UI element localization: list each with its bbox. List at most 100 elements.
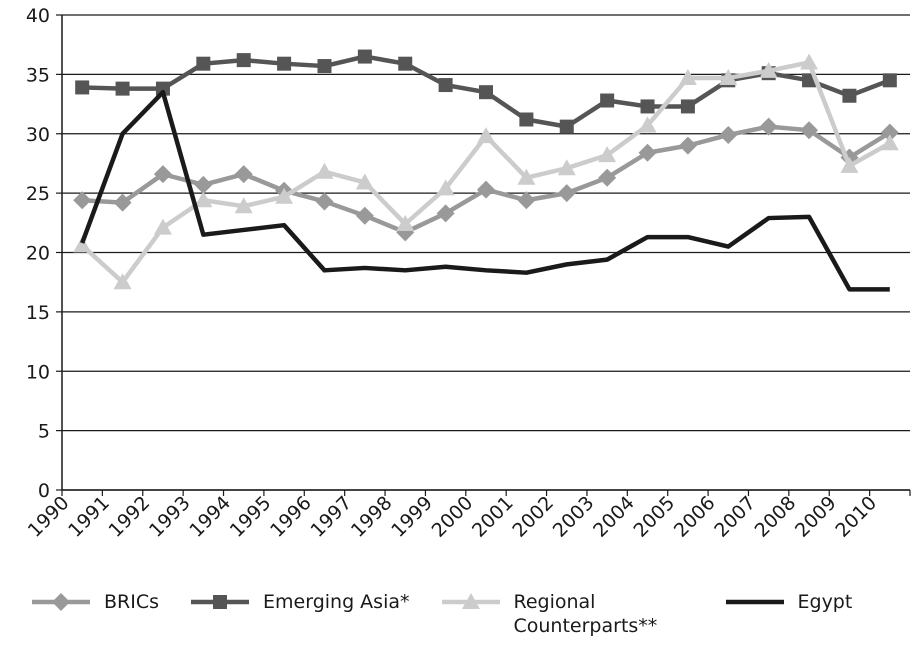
- legend-label: Emerging Asia*: [263, 591, 410, 613]
- x-tick-label: 1994: [185, 492, 235, 542]
- marker: [479, 85, 493, 100]
- marker: [800, 121, 819, 140]
- legend-item: Regional Counterparts**: [440, 590, 694, 638]
- marker: [600, 93, 615, 108]
- marker: [882, 73, 897, 88]
- y-tick-label: 25: [26, 183, 50, 205]
- marker: [396, 215, 415, 231]
- marker: [196, 56, 211, 71]
- marker: [759, 117, 778, 136]
- y-tick-label: 20: [26, 243, 50, 265]
- marker: [315, 162, 334, 179]
- marker: [277, 56, 292, 71]
- marker: [680, 99, 695, 114]
- marker: [75, 80, 90, 95]
- legend-item: Egypt: [724, 590, 853, 614]
- marker: [194, 191, 213, 208]
- legend-swatch: [725, 599, 784, 605]
- marker: [640, 99, 655, 114]
- x-tick-label: 2007: [710, 492, 760, 542]
- marker: [234, 197, 253, 214]
- marker: [275, 187, 294, 204]
- marker: [598, 168, 617, 187]
- legend-item: BRICs: [30, 590, 159, 614]
- x-tick-label: 1996: [266, 492, 316, 542]
- marker: [73, 236, 92, 253]
- legend-swatch: [191, 595, 250, 609]
- marker: [719, 68, 738, 85]
- marker: [436, 204, 455, 223]
- marker: [557, 159, 576, 176]
- marker: [52, 593, 70, 611]
- marker: [842, 88, 857, 103]
- marker: [678, 68, 697, 85]
- marker: [153, 165, 172, 184]
- marker: [113, 273, 132, 290]
- marker: [236, 53, 251, 68]
- marker: [357, 49, 372, 64]
- y-tick-label: 15: [26, 302, 50, 324]
- x-tick-label: 2010: [831, 492, 881, 542]
- marker: [517, 168, 536, 185]
- legend-label: Egypt: [797, 591, 853, 613]
- x-tick-label: 1997: [306, 492, 356, 542]
- series-line: [80, 89, 890, 292]
- marker: [115, 81, 130, 96]
- legend-label: Regional Counterparts**: [513, 591, 658, 637]
- x-tick-label: 1991: [64, 492, 114, 542]
- marker: [315, 192, 334, 211]
- y-tick-label: 5: [38, 421, 50, 443]
- x-tick-label: 2006: [670, 492, 720, 542]
- x-tick-label: 2004: [589, 492, 639, 542]
- y-tick-label: 35: [26, 64, 50, 86]
- marker: [436, 179, 455, 196]
- x-tick-label: 2000: [428, 492, 478, 542]
- marker: [438, 78, 453, 93]
- marker: [638, 116, 657, 133]
- legend-swatch: [441, 593, 500, 609]
- marker: [880, 123, 899, 142]
- marker: [355, 206, 374, 225]
- marker: [73, 191, 92, 210]
- marker: [800, 53, 819, 70]
- marker: [398, 56, 413, 71]
- marker: [113, 193, 132, 212]
- y-tick-label: 30: [26, 124, 50, 146]
- marker: [559, 119, 574, 134]
- legend-swatch: [32, 593, 90, 611]
- marker: [880, 134, 899, 151]
- x-tick-label: 1995: [226, 492, 276, 542]
- marker: [477, 180, 495, 199]
- marker: [461, 593, 480, 609]
- marker: [557, 184, 576, 203]
- marker: [678, 136, 697, 155]
- y-tick-label: 0: [38, 480, 50, 502]
- x-tick-label: 2002: [508, 492, 558, 542]
- marker: [234, 165, 253, 184]
- legend-item: Emerging Asia*: [189, 590, 410, 614]
- marker: [519, 112, 534, 127]
- x-tick-label: 1998: [347, 492, 397, 542]
- marker: [477, 127, 495, 144]
- x-tick-label: 2005: [629, 492, 679, 542]
- x-tick-label: 2009: [791, 492, 841, 542]
- x-tick-label: 1999: [387, 492, 437, 542]
- marker: [638, 143, 657, 162]
- y-tick-label: 40: [26, 5, 50, 27]
- x-tick-label: 1993: [145, 492, 195, 542]
- marker: [213, 595, 228, 609]
- marker: [517, 191, 536, 210]
- marker: [598, 146, 617, 163]
- marker: [317, 59, 332, 74]
- marker: [155, 81, 170, 96]
- x-tick-label: 2008: [751, 492, 801, 542]
- marker: [759, 61, 778, 78]
- marker: [840, 156, 859, 173]
- x-tick-label: 2001: [468, 492, 518, 542]
- x-tick-label: 2003: [549, 492, 599, 542]
- marker: [355, 173, 374, 190]
- marker: [153, 218, 172, 235]
- marker: [194, 175, 213, 194]
- chart: 0510152025303540199019911992199319941995…: [24, 5, 911, 542]
